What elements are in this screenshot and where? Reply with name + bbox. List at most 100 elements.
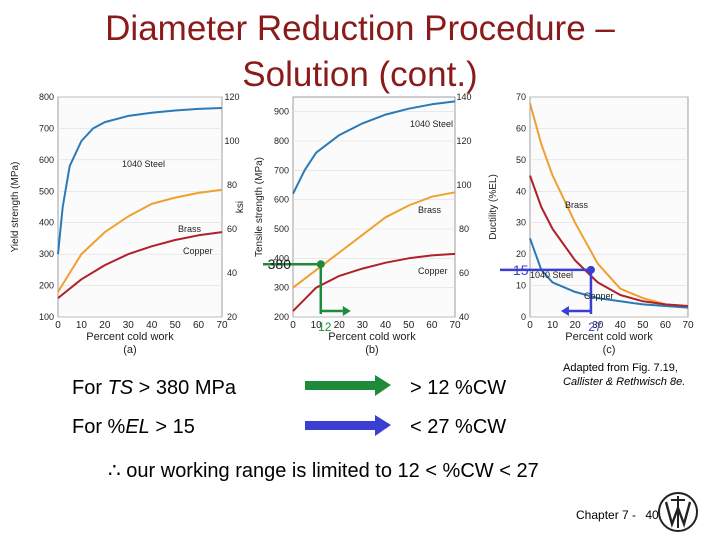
panel-label: (c)	[603, 344, 616, 356]
y-right-tick-label: 100	[456, 180, 471, 190]
ts-statement: For TS > 380 MPa	[72, 377, 236, 399]
chart-panel-2	[263, 96, 456, 318]
x-tick-label: 50	[403, 320, 415, 331]
y-tick-label: 100	[39, 312, 54, 322]
series-label: Copper	[183, 246, 213, 256]
series-line	[57, 231, 223, 299]
panel-label: (b)	[365, 344, 378, 356]
series-label: Brass	[178, 224, 202, 234]
x-tick-label: 50	[637, 320, 649, 331]
y-tick-label: 20	[516, 249, 526, 259]
x-tick-label: 0	[290, 320, 296, 331]
y-tick-label: 200	[274, 312, 289, 322]
x-tick-label: 70	[449, 320, 461, 331]
y-right-tick-label: 120	[456, 136, 471, 146]
series-label: Brass	[418, 205, 442, 215]
green-arrow-icon	[305, 375, 391, 396]
chapter-label: Chapter 7 -	[576, 508, 637, 522]
x-tick-label: 60	[426, 320, 438, 331]
page-number: 40	[645, 508, 659, 522]
y-tick-label: 60	[516, 123, 526, 133]
x-tick-label: 0	[55, 320, 61, 331]
plot-frame	[529, 96, 689, 318]
x-tick-label: 20	[334, 320, 346, 331]
x-tick-label: 30	[123, 320, 135, 331]
y-tick-label: 0	[521, 312, 526, 322]
annotation-y-value: 380	[268, 256, 292, 272]
y-right-tick-label: 40	[227, 268, 237, 278]
slide-title-line2: Solution (cont.)	[242, 55, 478, 94]
annotation-y-value: 15	[513, 262, 529, 278]
chart-panel-1	[57, 96, 223, 318]
y-tick-label: 500	[274, 224, 289, 234]
x-tick-label: 40	[380, 320, 392, 331]
series-line	[57, 188, 223, 293]
y-tick-label: 10	[516, 281, 526, 291]
annotation-arrowhead	[560, 306, 569, 316]
annotation-point	[586, 265, 595, 274]
annotation-arrowhead	[342, 306, 351, 316]
y-right-tick-label: 60	[227, 224, 237, 234]
x-tick-label: 60	[193, 320, 205, 331]
series-label: Copper	[418, 266, 448, 276]
x-axis-label: Percent cold work	[328, 331, 416, 343]
annotation-x-value: 12	[318, 320, 332, 334]
ts-result: > 12 %CW	[410, 377, 507, 399]
chart-panel-3	[500, 96, 689, 318]
plot-frame	[57, 96, 223, 318]
y-tick-label: 400	[39, 218, 54, 228]
y-tick-label: 700	[39, 123, 54, 133]
y-tick-label: 600	[274, 195, 289, 205]
y-right-tick-label: 120	[224, 92, 239, 102]
x-tick-label: 40	[615, 320, 627, 331]
x-tick-label: 40	[146, 320, 158, 331]
series-line	[529, 175, 689, 307]
annotation-x-value: 27	[588, 320, 602, 334]
y-tick-label: 50	[516, 155, 526, 165]
y-tick-label: 700	[274, 165, 289, 175]
y-right-tick-label: 80	[227, 180, 237, 190]
x-tick-label: 70	[216, 320, 228, 331]
y-right-tick-label: 100	[224, 136, 239, 146]
x-axis-label: Percent cold work	[86, 331, 174, 343]
el-statement: For %EL > 15	[72, 416, 195, 438]
y-right-tick-label: 40	[459, 312, 469, 322]
x-tick-label: 70	[682, 320, 694, 331]
x-tick-label: 60	[660, 320, 672, 331]
x-tick-label: 50	[170, 320, 182, 331]
y-axis-label: Yield strength (MPa)	[10, 162, 21, 253]
panel-label: (a)	[123, 344, 136, 356]
y-tick-label: 400	[274, 253, 289, 263]
y-tick-label: 600	[39, 155, 54, 165]
y-axis-label: Ductility (%EL)	[488, 174, 499, 240]
x-tick-label: 10	[311, 320, 323, 331]
x-tick-label: 20	[570, 320, 582, 331]
y-right-tick-label: 20	[227, 312, 237, 322]
el-result: < 27 %CW	[410, 416, 507, 438]
y-tick-label: 30	[516, 218, 526, 228]
y-right-tick-label: 80	[459, 224, 469, 234]
y-tick-label: 900	[274, 107, 289, 117]
x-tick-label: 0	[527, 320, 533, 331]
y-tick-label: 300	[39, 249, 54, 259]
series-label: 1040 Steel	[410, 119, 453, 129]
citation-line1: Adapted from Fig. 7.19,	[563, 362, 678, 374]
x-axis-label: Percent cold work	[565, 331, 653, 343]
series-label: 1040 Steel	[530, 270, 573, 280]
citation-line2: Callister & Rethwisch 8e.	[563, 376, 686, 388]
y-right-axis-label: ksi	[235, 201, 246, 213]
y-tick-label: 800	[39, 92, 54, 102]
y-axis-label: Tensile strength (MPa)	[254, 157, 265, 257]
x-tick-label: 30	[357, 320, 369, 331]
series-label: Brass	[565, 200, 589, 210]
y-tick-label: 500	[39, 186, 54, 196]
series-line	[529, 103, 689, 309]
y-tick-label: 40	[516, 186, 526, 196]
series-line	[57, 107, 223, 255]
y-tick-label: 300	[274, 283, 289, 293]
series-line	[529, 238, 689, 309]
series-label: Copper	[584, 291, 614, 301]
university-logo-icon	[658, 492, 698, 532]
series-label: 1040 Steel	[122, 159, 165, 169]
